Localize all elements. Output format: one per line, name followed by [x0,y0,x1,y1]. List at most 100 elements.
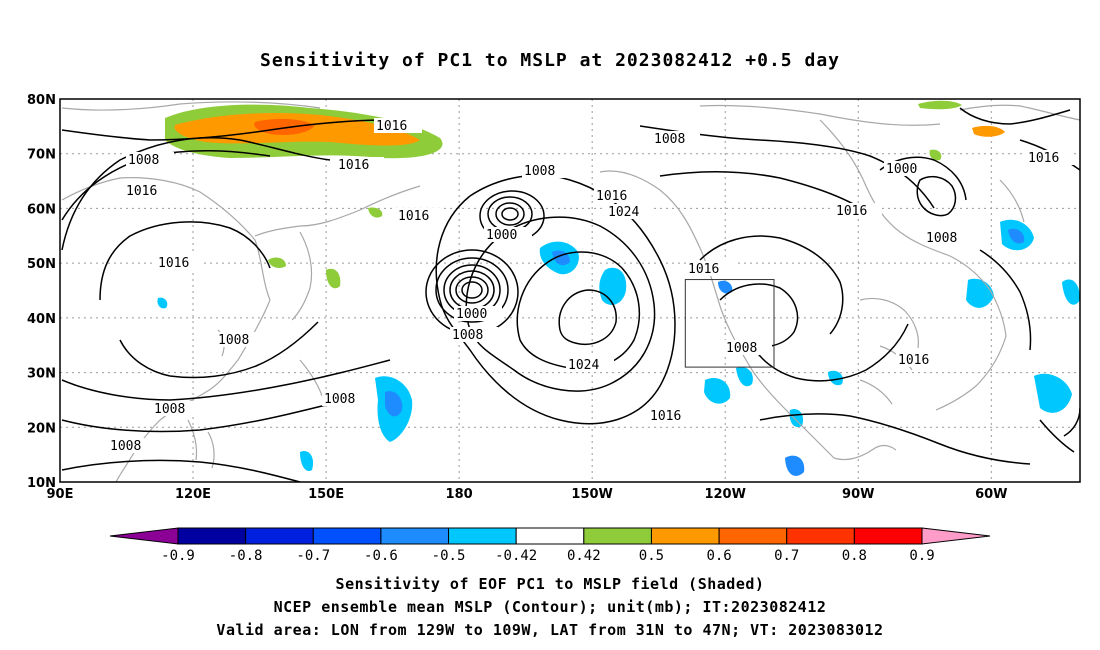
longitude-label: 150E [308,487,344,502]
contour-label: 1024 [568,358,599,373]
graticule [60,99,1080,482]
contour-label: 1008 [452,328,483,343]
colorbar-swatch [380,527,450,545]
contour-label: 1016 [596,189,627,204]
contour-labels: 1016 1008 1016 1016 1008 1016 1024 1008 … [108,118,1074,454]
colorbar-label: 0.8 [842,548,867,564]
map-frame [59,98,1081,483]
colorbar-swatch [312,527,382,545]
positive-region-small-1 [268,257,286,268]
latitude-label: 70N [27,148,56,163]
contour-label: 1016 [376,119,407,134]
contour-label: 1008 [128,153,159,168]
negative-region-west-coast [718,280,733,294]
contour-label: 1008 [654,132,685,147]
colorbar-label: 0.9 [909,548,934,564]
contour-label: 1008 [726,341,757,356]
contour-label: 1008 [324,392,355,407]
negative-region-pacific-small-2 [157,297,168,309]
colorbar-low-extend [109,527,179,545]
negative-region-baja [704,378,731,404]
map-background [60,99,1080,482]
longitude-labels: 90E 120E 150E 180 150W 120W 90W 60W [47,487,1008,502]
colorbar-swatch [786,527,855,545]
negative-region-atlantic-east [1062,279,1080,305]
latitude-label: 60N [27,202,56,217]
contour-label: 1008 [524,164,555,179]
positive-region-small-3 [368,207,383,218]
negative-region-pacific-small-1 [300,450,314,472]
negative-region-labrador-core [1008,228,1025,244]
negative-region-atlantic [1034,373,1072,413]
positive-region-siberia-peak [254,118,315,135]
positive-region-greenland [918,100,962,110]
caption-line-3: Valid area: LON from 129W to 109W, LAT f… [216,621,884,639]
contour-label: 1016 [688,262,719,277]
positive-region-small-4 [929,149,942,161]
colorbar-label: 0.5 [639,548,664,564]
latitude-label: 30N [27,367,56,382]
latitude-label: 20N [27,421,56,436]
colorbar-label: 0.42 [567,548,601,564]
contour-label: 1016 [1028,151,1059,166]
colorbar-swatch [583,527,652,545]
colorbar-label: -0.5 [432,548,466,564]
colorbar: -0.9 -0.8 -0.7 -0.6 -0.5 -0.42 0.42 0.5 0.6 0.7 0.… [109,527,991,564]
contour-label: 1008 [154,402,185,417]
colorbar-label: -0.8 [229,548,263,564]
colorbar-label: -0.7 [296,548,330,564]
contour-label: 1016 [338,158,369,173]
negative-region-caribbean [789,408,804,428]
longitude-label: 120W [704,487,745,502]
colorbar-swatch [515,527,585,545]
longitude-label: 180 [446,487,473,502]
latitude-label: 10N [27,476,56,491]
contour-label: 1000 [486,228,517,243]
colorbar-swatch [650,527,720,545]
longitude-label: 120E [175,487,211,502]
negative-region-wpac-core [385,391,403,417]
colorbar-high-extend [921,527,991,545]
negative-region-central-america [785,455,805,476]
contour-label: 1008 [926,231,957,246]
colorbar-label: -0.6 [364,548,398,564]
negative-region-mexico [736,366,753,387]
chart-title: Sensitivity of PC1 to MSLP at 2023082412… [259,50,840,71]
latitude-label: 50N [27,257,56,272]
contour-label: 1000 [886,162,917,177]
latitude-label: 80N [27,93,56,108]
contour-label: 1016 [650,409,681,424]
contour-label: 1024 [608,205,639,220]
caption-line-2: NCEP ensemble mean MSLP (Contour); unit(… [273,598,827,616]
latitude-label: 40N [27,312,56,327]
positive-region-small-2 [326,268,341,289]
contour-label: 1008 [218,333,249,348]
longitude-label: 90W [842,487,874,502]
contour-label: 1016 [398,209,429,224]
latitude-labels: 80N 70N 60N 50N 40N 30N 20N 10N [27,93,56,491]
colorbar-swatch [718,527,788,545]
contour-label: 1016 [126,184,157,199]
colorbar-label: -0.42 [495,548,537,564]
contour-label: 1016 [158,256,189,271]
contour-label: 1016 [898,353,929,368]
caption-line-1: Sensitivity of EOF PC1 to MSLP field (Sh… [335,575,765,593]
sensitivity-shading [157,100,1080,476]
positive-region-arctic-east [972,125,1005,137]
longitude-label: 150W [571,487,612,502]
colorbar-label: -0.9 [161,548,195,564]
colorbar-label: 0.6 [706,548,731,564]
colorbar-swatch [245,527,314,545]
contour-label: 1016 [836,204,867,219]
mslp-contours [61,107,1080,482]
negative-region-gulf [828,370,843,386]
colorbar-label: 0.7 [774,548,799,564]
valid-area-box [684,279,775,368]
longitude-label: 60W [975,487,1007,502]
colorbar-swatch [853,527,923,545]
contour-label: 1000 [456,307,487,322]
longitude-label: 90E [47,487,74,502]
contour-label: 1008 [110,439,141,454]
colorbar-swatch [448,527,517,545]
